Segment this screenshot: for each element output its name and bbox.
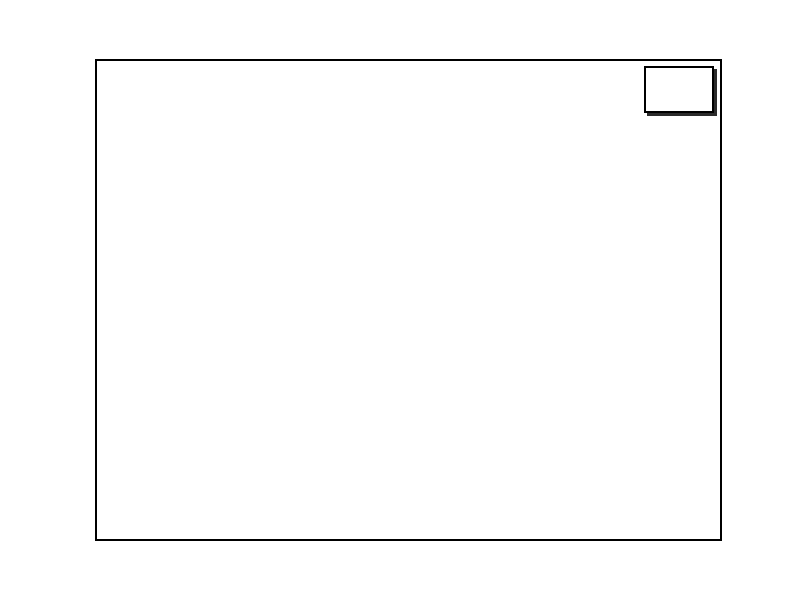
legend-item-fp xyxy=(653,92,705,102)
legend-item-tp xyxy=(653,77,705,87)
fp-legend-swatch xyxy=(653,92,681,102)
tp-legend-swatch xyxy=(653,77,681,87)
plot-area xyxy=(95,59,722,541)
legend xyxy=(644,66,714,113)
axes-frame xyxy=(95,59,722,541)
